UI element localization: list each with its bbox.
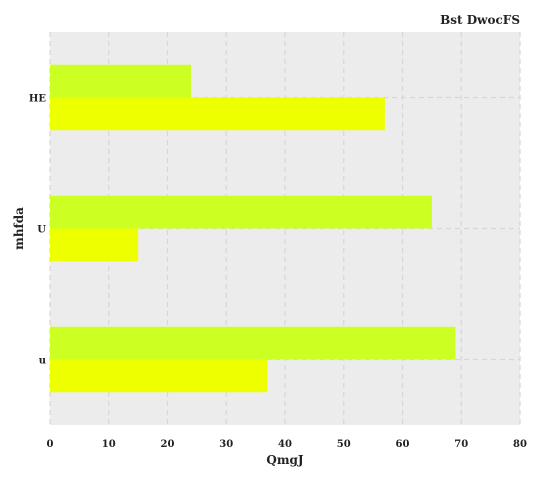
bar [50, 326, 456, 360]
bar [50, 359, 268, 393]
x-tick-label: 60 [396, 439, 410, 450]
x-tick-label: 20 [161, 439, 175, 450]
bar [50, 97, 385, 131]
x-tick-label: 70 [454, 439, 468, 450]
x-tick-label: 50 [337, 439, 351, 450]
y-axis-ticks: HE Uu [29, 94, 46, 367]
x-axis-ticks: 0 10 20 30 40 50 60 70 80 [47, 439, 527, 450]
x-tick-label: 40 [278, 439, 292, 450]
y-tick-label: U [37, 225, 46, 236]
bar [50, 195, 432, 229]
x-tick-label: 10 [102, 439, 116, 450]
x-tick-label: 80 [513, 439, 527, 450]
x-axis-label: QmgJ [266, 453, 304, 467]
y-tick-label: u [39, 356, 46, 367]
bar [50, 64, 191, 98]
chart-title: Bst DwocFS [440, 13, 520, 27]
y-axis-label: mhfda [12, 207, 26, 250]
bars [50, 64, 456, 393]
x-tick-label: 0 [47, 439, 54, 450]
bar [50, 228, 139, 262]
x-tick-label: 30 [219, 439, 233, 450]
y-tick-label: HE [29, 94, 46, 105]
